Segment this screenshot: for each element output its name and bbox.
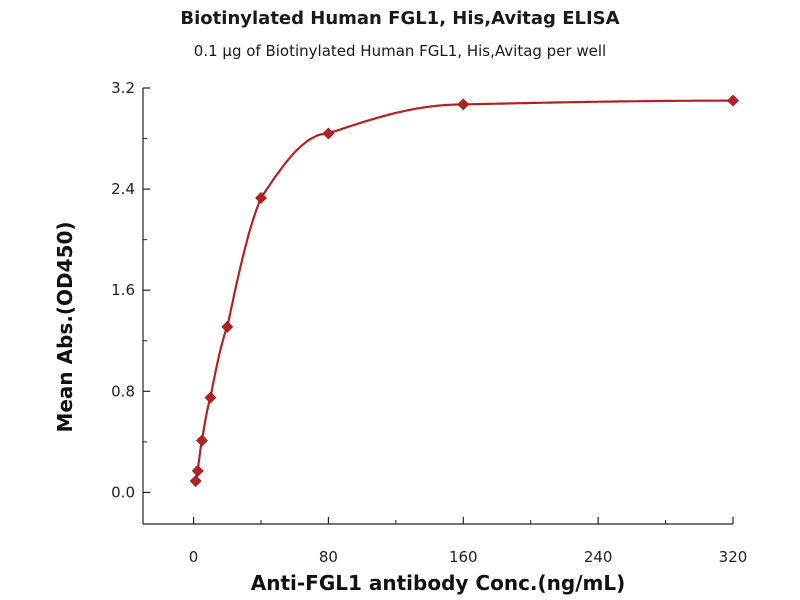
y-tick-label: 3.2 — [111, 79, 135, 97]
data-point — [457, 98, 470, 111]
data-point — [221, 320, 234, 333]
fit-curve-layer — [194, 99, 732, 482]
x-tick-label: 80 — [319, 548, 338, 566]
x-axis-title: Anti-FGL1 antibody Conc.(ng/mL) — [251, 571, 626, 595]
data-point — [322, 127, 335, 140]
data-point — [204, 391, 217, 404]
x-tick-label: 320 — [719, 548, 748, 566]
data-point — [191, 464, 204, 477]
data-points — [189, 94, 739, 487]
fit-curve — [194, 99, 732, 482]
chart-subtitle: 0.1 µg of Biotinylated Human FGL1, His,A… — [193, 42, 607, 60]
x-tick-label: 0 — [189, 548, 199, 566]
chart-title: Biotinylated Human FGL1, His,Avitag ELIS… — [180, 8, 620, 29]
y-tick-label: 2.4 — [111, 180, 135, 198]
axes: 0.0 0.8 1.6 2.4 3.2 0 80 160 240 320 — [111, 79, 747, 566]
x-tick-label: 240 — [584, 548, 613, 566]
data-point — [255, 192, 267, 204]
data-point — [196, 434, 208, 447]
y-tick-label: 0.0 — [111, 483, 135, 501]
data-point — [727, 94, 739, 107]
data-point — [189, 475, 202, 487]
x-tick-label: 160 — [449, 548, 478, 566]
y-axis-title: Mean Abs.(OD450) — [53, 221, 77, 432]
y-tick-label: 1.6 — [111, 281, 135, 299]
y-tick-label: 0.8 — [111, 382, 135, 400]
